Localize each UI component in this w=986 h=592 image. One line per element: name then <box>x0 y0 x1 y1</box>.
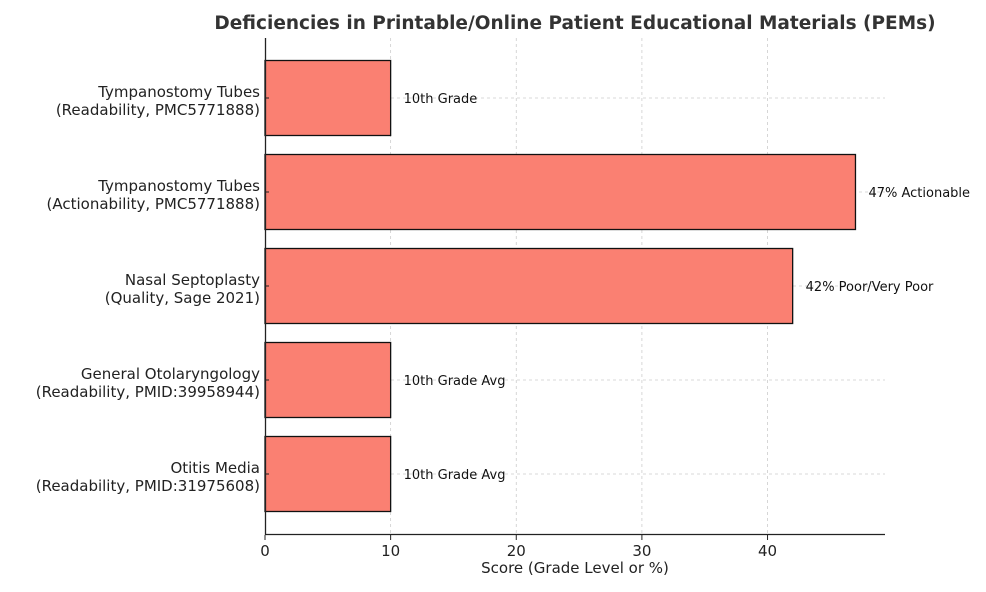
data-label: 10th Grade Avg <box>404 374 506 389</box>
y-tick-label: Tympanostomy Tubes <box>97 83 260 101</box>
y-tick-label: (Quality, Sage 2021) <box>105 289 260 307</box>
data-label: 10th Grade Avg <box>404 468 506 483</box>
x-tick-label: 40 <box>758 542 777 560</box>
data-label: 42% Poor/Very Poor <box>806 280 934 295</box>
y-tick-label: (Readability, PMC5771888) <box>56 101 260 119</box>
bar <box>264 341 392 419</box>
y-tick-label: (Readability, PMID:39958944) <box>36 383 260 401</box>
x-axis-label: Score (Grade Level or %) <box>481 559 669 577</box>
x-tick-label: 0 <box>260 542 270 560</box>
bar <box>264 59 392 137</box>
data-label: 47% Actionable <box>868 186 970 201</box>
bar <box>264 435 392 513</box>
x-tick-label: 20 <box>507 542 526 560</box>
data-label: 10th Grade <box>404 92 478 107</box>
y-tick-label: (Readability, PMID:31975608) <box>36 477 260 495</box>
y-tick-label: (Actionability, PMC5771888) <box>47 195 260 213</box>
x-tick-label: 10 <box>381 542 400 560</box>
y-tick-label: General Otolaryngology <box>81 365 260 383</box>
bar <box>264 247 794 325</box>
y-tick-label: Tympanostomy Tubes <box>97 177 260 195</box>
y-tick-label: Nasal Septoplasty <box>125 271 260 289</box>
bar <box>264 153 857 231</box>
y-tick-label: Otitis Media <box>170 459 260 477</box>
chart-title: Deficiencies in Printable/Online Patient… <box>214 13 935 34</box>
x-tick-label: 30 <box>632 542 651 560</box>
